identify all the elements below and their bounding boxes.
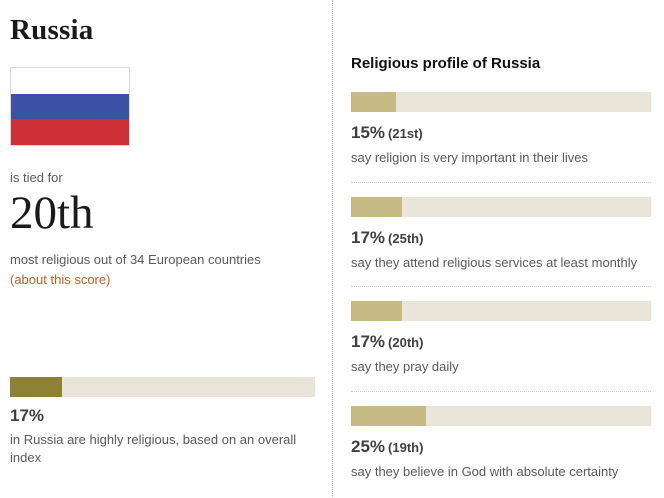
stat-percent: 17%: [351, 332, 386, 352]
stat-rank: (19th): [388, 439, 424, 455]
dotted-separator: [351, 286, 651, 288]
overall-index-bar-fill: [10, 377, 62, 398]
stat-row-belief: 25% (19th) say they believe in God with a…: [351, 405, 651, 481]
stat-bar-fill: [351, 92, 396, 112]
stat-rank: (21st): [388, 126, 423, 141]
stat-row-importance: 15% (21st) say religion is very important…: [351, 92, 651, 167]
stat-percent: 15%: [351, 123, 386, 142]
tied-for-text: is tied for: [10, 170, 63, 185]
about-score-link[interactable]: (about this score): [10, 272, 111, 288]
stat-value-label: 17% (25th): [351, 228, 651, 248]
stat-caption: say they believe in God with absolute ce…: [351, 463, 619, 479]
flag-stripe-red: [11, 119, 129, 146]
stat-bar: [351, 92, 651, 112]
overall-index-caption: in Russia are highly religious, based on…: [10, 432, 297, 465]
profile-heading: Religious profile of Russia: [351, 55, 541, 72]
religious-profile-panel: Religious profile of Russia 15% (21st) sa…: [332, 0, 664, 498]
stat-bar-fill: [351, 301, 402, 322]
country-summary-panel: Russia is tied for 20th most religious o…: [10, 14, 315, 465]
stat-row-prayer: 17% (20th) say they pray daily: [351, 301, 651, 376]
overall-index-bar: [10, 377, 315, 398]
rank-caption: most religious out of 34 European countr…: [10, 252, 261, 268]
rank-value: 20th: [10, 187, 94, 239]
dotted-separator: [351, 181, 651, 183]
stat-percent: 17%: [351, 227, 386, 247]
stat-value-label: 17% (20th): [351, 332, 651, 352]
stat-row-attendance: 17% (25th) say they attend religious serv…: [351, 196, 651, 272]
stat-bar: [351, 196, 651, 217]
stat-bar-fill: [351, 196, 402, 217]
stat-bar: [351, 405, 651, 426]
stat-bar-fill: [351, 405, 426, 426]
flag-stripe-white: [11, 68, 129, 94]
stat-rank: (25th): [388, 230, 424, 246]
stat-caption: say they attend religious services at le…: [351, 254, 638, 270]
flag-stripe-blue: [11, 93, 129, 120]
stat-caption: say religion is very important in their …: [351, 150, 588, 165]
stat-percent: 25%: [351, 436, 386, 456]
russia-flag: [10, 67, 130, 146]
stat-value-label: 15% (21st): [351, 123, 651, 143]
stat-rank: (20th): [388, 335, 424, 351]
stat-bar: [351, 301, 651, 322]
stat-caption: say they pray daily: [351, 359, 459, 375]
dotted-separator: [351, 390, 651, 392]
page-title: Russia: [10, 14, 94, 46]
stat-value-label: 25% (19th): [351, 437, 651, 457]
overall-index-percent: 17%: [10, 406, 45, 426]
